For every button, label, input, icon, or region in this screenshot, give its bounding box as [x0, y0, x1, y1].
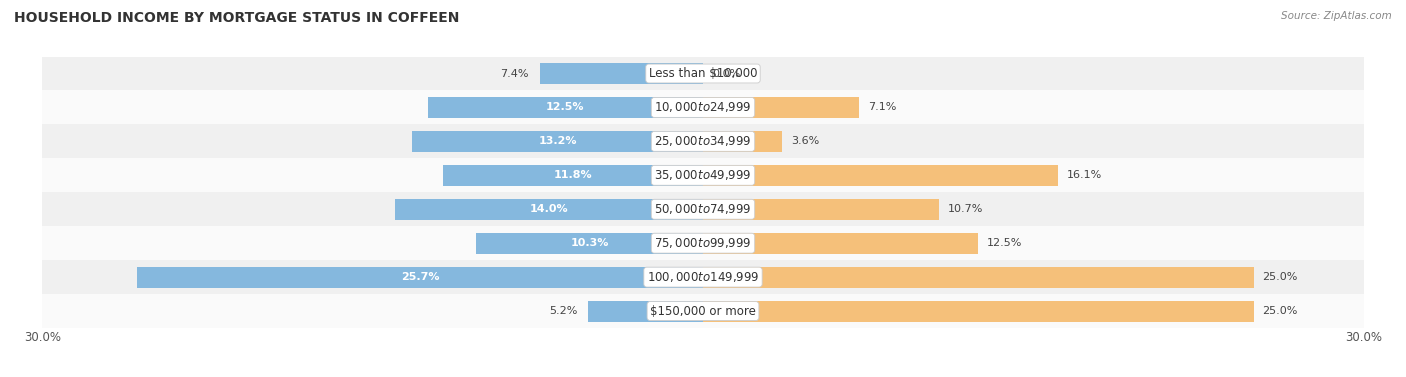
Bar [42, 294, 1364, 328]
Bar [427, 97, 703, 118]
Text: 25.7%: 25.7% [401, 272, 439, 282]
Text: 7.1%: 7.1% [868, 103, 897, 112]
Text: 7.4%: 7.4% [501, 69, 529, 78]
Bar [540, 63, 703, 84]
Text: 12.5%: 12.5% [546, 103, 585, 112]
Text: 10.3%: 10.3% [571, 238, 609, 248]
Text: $35,000 to $49,999: $35,000 to $49,999 [654, 168, 752, 182]
Text: $150,000 or more: $150,000 or more [650, 305, 756, 317]
Text: HOUSEHOLD INCOME BY MORTGAGE STATUS IN COFFEEN: HOUSEHOLD INCOME BY MORTGAGE STATUS IN C… [14, 11, 460, 25]
Text: $10,000 to $24,999: $10,000 to $24,999 [654, 100, 752, 115]
Bar [42, 158, 1364, 192]
Text: 10.7%: 10.7% [948, 204, 983, 214]
Bar [395, 199, 703, 220]
Text: $100,000 to $149,999: $100,000 to $149,999 [647, 270, 759, 284]
Text: 3.6%: 3.6% [792, 136, 820, 146]
Text: 16.1%: 16.1% [1066, 170, 1102, 180]
Text: 0.0%: 0.0% [711, 69, 740, 78]
Bar [42, 226, 1364, 260]
Text: 12.5%: 12.5% [987, 238, 1022, 248]
Bar [443, 165, 703, 186]
Bar [703, 267, 1254, 288]
Bar [42, 90, 1364, 124]
Bar [412, 131, 703, 152]
Text: $75,000 to $99,999: $75,000 to $99,999 [654, 236, 752, 250]
Text: $25,000 to $34,999: $25,000 to $34,999 [654, 134, 752, 149]
Bar [477, 233, 703, 254]
Bar [703, 165, 1057, 186]
Bar [136, 267, 703, 288]
Bar [703, 233, 979, 254]
Bar [42, 260, 1364, 294]
Bar [703, 131, 782, 152]
Bar [42, 192, 1364, 226]
Bar [703, 199, 939, 220]
Bar [703, 97, 859, 118]
Text: 25.0%: 25.0% [1263, 306, 1298, 316]
Bar [42, 57, 1364, 90]
Text: 14.0%: 14.0% [530, 204, 568, 214]
Text: Less than $10,000: Less than $10,000 [648, 67, 758, 80]
Text: 11.8%: 11.8% [554, 170, 592, 180]
Text: 13.2%: 13.2% [538, 136, 576, 146]
Text: $50,000 to $74,999: $50,000 to $74,999 [654, 202, 752, 216]
Bar [589, 300, 703, 322]
Text: Source: ZipAtlas.com: Source: ZipAtlas.com [1281, 11, 1392, 21]
Text: 25.0%: 25.0% [1263, 272, 1298, 282]
Bar [42, 124, 1364, 158]
Bar [703, 300, 1254, 322]
Text: 5.2%: 5.2% [550, 306, 578, 316]
